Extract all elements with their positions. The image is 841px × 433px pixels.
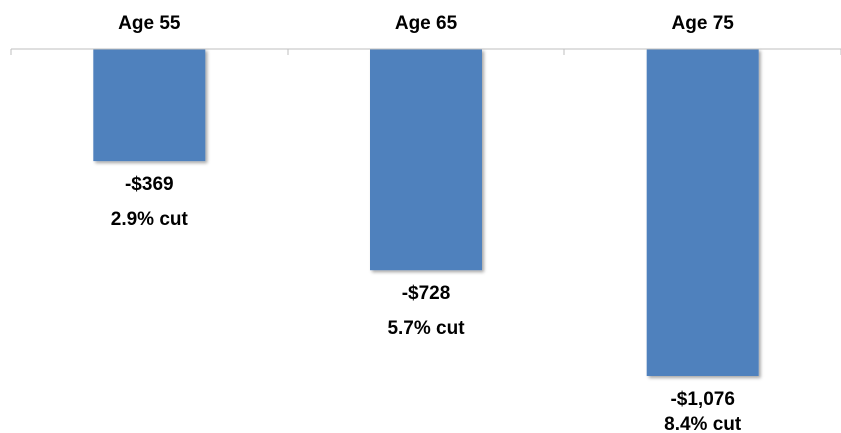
bar-age-75: [646, 49, 759, 376]
percent-label: 8.4% cut: [664, 414, 742, 433]
category-label: Age 75: [672, 13, 735, 34]
percent-label: 2.9% cut: [111, 209, 189, 230]
value-label: -$728: [402, 283, 451, 304]
value-label: -$1,076: [670, 389, 734, 410]
category-label: Age 55: [118, 13, 181, 34]
bars-layer: [93, 49, 759, 376]
value-label: -$369: [125, 174, 174, 195]
labels-layer: Age 55 -$369 2.9% cut Age 65 -$728 5.7% cut Ag…: [111, 13, 742, 433]
category-label: Age 65: [395, 13, 458, 34]
category-axis: [10, 48, 841, 55]
bar-age-55: [93, 49, 206, 162]
percent-label: 5.7% cut: [387, 318, 465, 339]
bar-age-65: [370, 49, 482, 271]
